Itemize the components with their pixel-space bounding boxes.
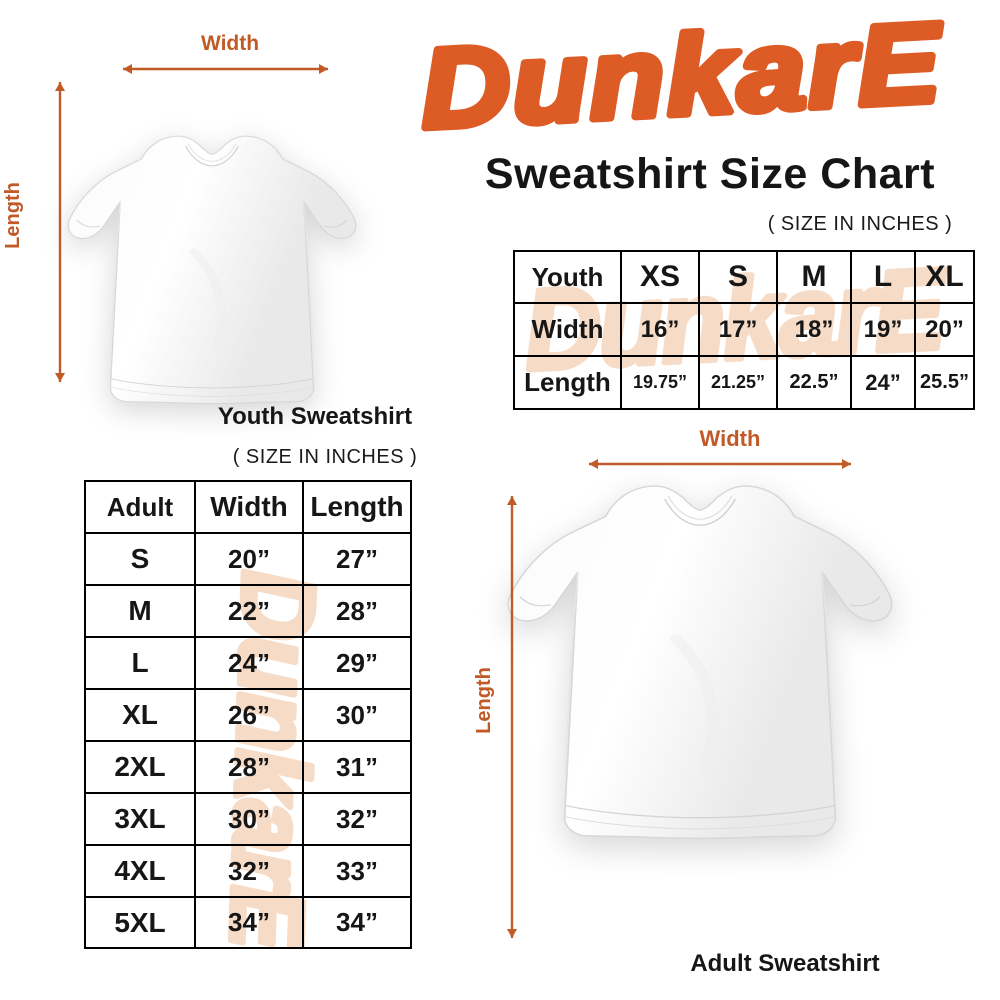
svg-text:DunkarE: DunkarE <box>418 5 946 135</box>
